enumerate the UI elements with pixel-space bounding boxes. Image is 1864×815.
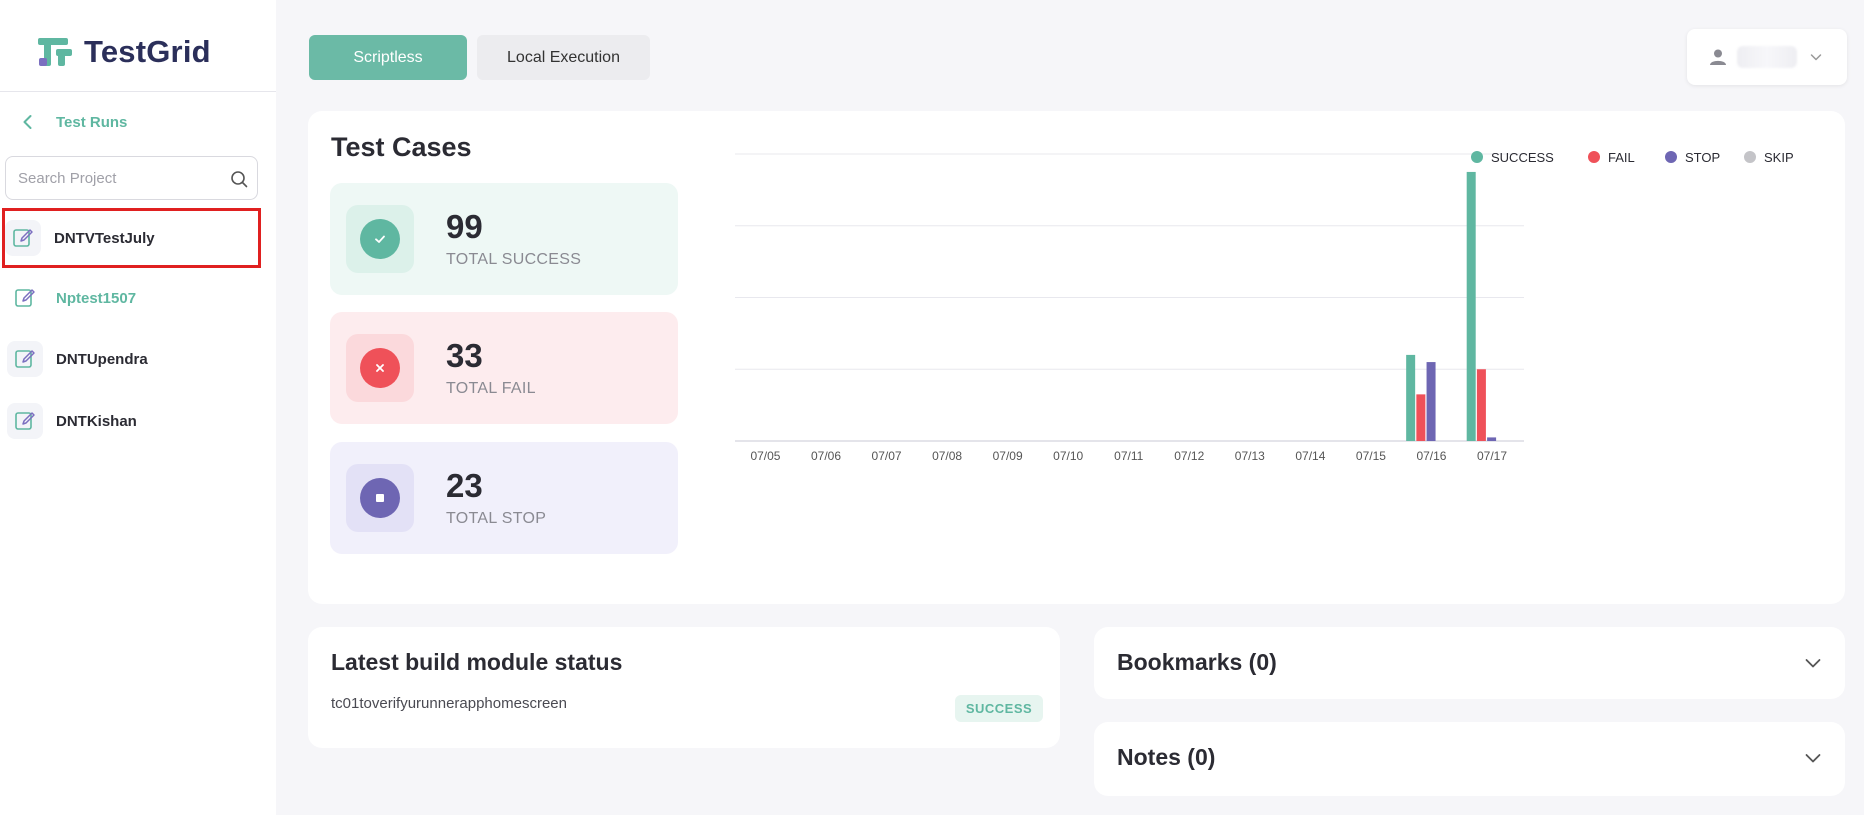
check-icon [360, 219, 400, 259]
project-item-dntupendra[interactable]: DNTUpendra [5, 331, 259, 387]
chevron-left-icon [23, 115, 32, 129]
close-icon [360, 348, 400, 388]
x-tick-label: 07/06 [811, 449, 841, 463]
legend-marker-skip [1744, 151, 1756, 163]
chevron-down-icon[interactable] [1803, 748, 1823, 768]
legend-marker-success [1471, 151, 1483, 163]
x-tick-label: 07/17 [1477, 449, 1507, 463]
stop-label: TOTAL STOP [446, 510, 547, 527]
test-cases-panel: Test Cases 99 TOTAL SUCCESS 33 TOTAL FAI… [308, 111, 1845, 604]
edit-document-icon [7, 280, 43, 316]
test-cases-title: Test Cases [331, 132, 472, 162]
x-tick-label: 07/10 [1053, 449, 1083, 463]
x-tick-label: 07/16 [1416, 449, 1446, 463]
legend-label-fail: FAIL [1608, 150, 1635, 165]
bar-success [1406, 354, 1416, 441]
edit-document-icon [7, 403, 43, 439]
x-tick-label: 07/13 [1235, 449, 1265, 463]
x-tick-label: 07/09 [993, 449, 1023, 463]
notes-title: Notes (0) [1117, 744, 1216, 770]
user-name-redacted [1737, 46, 1797, 68]
legend-marker-stop [1665, 151, 1677, 163]
chevron-down-icon [1810, 54, 1822, 61]
edit-document-icon [7, 341, 43, 377]
x-tick-label: 07/05 [750, 449, 780, 463]
latest-build-module[interactable]: tc01toverifyurunnerapphomescreen [331, 695, 567, 712]
x-tick-label: 07/07 [872, 449, 902, 463]
project-label: DNTKishan [56, 412, 137, 430]
x-tick-label: 07/15 [1356, 449, 1386, 463]
chevron-down-icon[interactable] [1803, 653, 1823, 673]
x-tick-label: 07/12 [1174, 449, 1204, 463]
bar-success [1466, 171, 1476, 441]
legend-label-stop: STOP [1685, 150, 1720, 165]
fail-label: TOTAL FAIL [446, 380, 536, 397]
project-item-dntkishan[interactable]: DNTKishan [5, 393, 259, 449]
search-icon[interactable] [229, 169, 249, 189]
test-cases-bar-chart: 020406080No. of TestCases07/0407/0507/06… [735, 150, 1794, 463]
user-menu[interactable] [1687, 29, 1847, 85]
x-tick-label: 07/11 [1114, 449, 1143, 463]
sidebar-divider [0, 91, 276, 92]
status-badge: SUCCESS [955, 695, 1043, 722]
tab-local-execution[interactable]: Local Execution [477, 35, 650, 80]
project-item-nptest1507[interactable]: Nptest1507 [5, 270, 259, 326]
logo-text: TestGrid [84, 34, 211, 69]
total-success-card: 99 TOTAL SUCCESS [330, 183, 678, 295]
success-count: 99 [446, 208, 483, 245]
stop-icon [360, 478, 400, 518]
fail-icon-wrap [346, 334, 414, 402]
notes-accordion[interactable]: Notes (0) [1094, 722, 1845, 796]
project-label: Nptest1507 [56, 289, 137, 307]
legend-marker-fail [1588, 151, 1600, 163]
edit-document-icon [5, 220, 41, 256]
project-item-dntvtestjuly[interactable]: DNTVTestJuly [2, 208, 261, 268]
latest-build-title: Latest build module status [331, 649, 623, 675]
tab-scriptless[interactable]: Scriptless [309, 35, 467, 80]
back-label: Test Runs [56, 113, 128, 131]
success-icon-wrap [346, 205, 414, 273]
x-tick-label: 07/08 [932, 449, 962, 463]
legend-label-skip: SKIP [1764, 150, 1794, 165]
success-label: TOTAL SUCCESS [446, 251, 582, 268]
fail-count: 33 [446, 337, 483, 374]
testgrid-logo-icon [38, 38, 72, 66]
stop-icon-wrap [346, 464, 414, 532]
search-box [5, 156, 258, 200]
total-stop-card: 23 TOTAL STOP [330, 442, 678, 554]
bar-fail [1416, 394, 1426, 441]
user-icon [1710, 49, 1726, 65]
total-fail-card: 33 TOTAL FAIL [330, 312, 678, 424]
bar-stop [1487, 437, 1497, 441]
sidebar: TestGrid Test Runs DNTVTestJuly Nptest15… [0, 0, 276, 815]
stop-count: 23 [446, 467, 483, 504]
project-label: DNTVTestJuly [54, 229, 155, 247]
bar-stop [1426, 362, 1436, 441]
legend-label-success: SUCCESS [1491, 150, 1554, 165]
project-label: DNTUpendra [56, 350, 148, 368]
search-project-input[interactable] [18, 157, 218, 199]
bookmarks-title: Bookmarks (0) [1117, 649, 1277, 675]
bookmarks-accordion[interactable]: Bookmarks (0) [1094, 627, 1845, 699]
logo[interactable]: TestGrid [38, 34, 211, 70]
bar-fail [1476, 369, 1486, 441]
latest-build-panel: Latest build module status tc01toverifyu… [308, 627, 1060, 748]
back-to-test-runs[interactable]: Test Runs [18, 110, 127, 134]
x-tick-label: 07/14 [1295, 449, 1325, 463]
